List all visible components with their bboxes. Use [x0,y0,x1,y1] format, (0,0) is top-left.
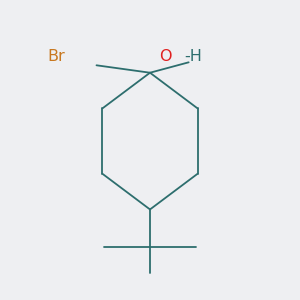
Text: Br: Br [47,49,65,64]
Text: -H: -H [184,49,202,64]
Text: O: O [159,49,171,64]
